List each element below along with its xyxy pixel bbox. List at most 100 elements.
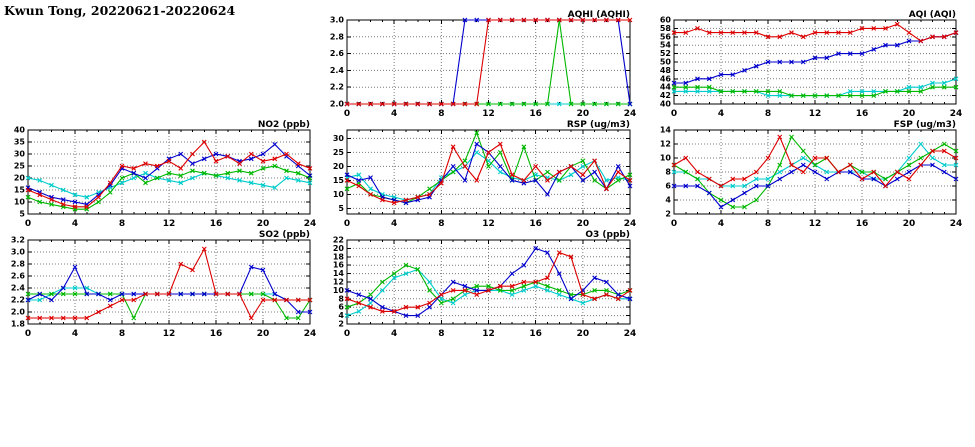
- x-tick-label: 24: [624, 329, 637, 339]
- y-tick-label: 2.0: [330, 100, 345, 109]
- series-line: [27, 143, 311, 205]
- series-markers: [25, 163, 313, 212]
- series-red: [344, 17, 633, 107]
- series-line: [346, 151, 631, 201]
- y-tick-label: 2.8: [330, 32, 345, 41]
- y-tick-label: 15: [333, 176, 345, 185]
- series-markers: [25, 246, 313, 321]
- y-tick-label: 3.0: [11, 248, 26, 257]
- x-tick-labels: 0 4 8 12 16 20 24: [671, 109, 962, 119]
- x-tick-label: 12: [482, 109, 495, 119]
- y-tick-label: 5: [338, 204, 344, 213]
- x-tick-label: 20: [903, 219, 916, 229]
- y-tick-labels: 5 10 15 20 25 30: [333, 134, 345, 213]
- y-tick-label: 6: [338, 303, 344, 312]
- chart-fsp: 2 4 6 8 10 12 14 0 4 8 12 16 20 24 FSP (ug/m3): [634, 116, 970, 238]
- y-tick-label: 8: [338, 294, 344, 303]
- series-red: [25, 246, 313, 321]
- y-tick-label: 4: [338, 311, 344, 320]
- grid-lines: [347, 20, 630, 104]
- x-tick-label: 20: [257, 219, 270, 229]
- series-markers: [671, 84, 959, 98]
- x-tick-label: 16: [856, 219, 869, 229]
- y-tick-label: 54: [660, 41, 672, 50]
- x-tick-label: 16: [856, 109, 869, 119]
- series-red: [25, 139, 313, 210]
- y-tick-label: 10: [333, 286, 345, 295]
- y-tick-labels: 2 4 6 8 10 12 14: [660, 126, 672, 219]
- x-tick-labels: 0 4 8 12 16 20 24: [671, 219, 962, 229]
- chart-aqhi: 2.0 2.2 2.4 2.6 2.8 3.0 0 4 8 12 16 20 24 AQHI (AQHI): [307, 6, 644, 128]
- x-tick-label: 8: [438, 109, 444, 119]
- x-tick-label: 24: [624, 109, 637, 119]
- grid-lines: [28, 240, 310, 324]
- x-tick-label: 12: [163, 219, 176, 229]
- x-tick-label: 24: [304, 219, 317, 229]
- y-tick-label: 40: [660, 100, 672, 109]
- x-tick-label: 12: [809, 109, 822, 119]
- y-tick-label: 2.2: [330, 83, 344, 92]
- x-tick-label: 16: [529, 219, 542, 229]
- y-tick-label: 6: [665, 182, 671, 191]
- x-tick-label: 24: [304, 329, 317, 339]
- y-tick-label: 16: [333, 261, 345, 270]
- y-tick-label: 50: [660, 58, 672, 67]
- axis-ticks: [673, 129, 957, 215]
- page-title: Kwun Tong, 20220621-20220624: [4, 3, 236, 18]
- y-tick-label: 2: [338, 320, 344, 329]
- y-tick-label: 60: [660, 16, 672, 25]
- x-tick-label: 8: [765, 219, 771, 229]
- y-tick-label: 2.6: [11, 272, 26, 281]
- y-tick-label: 58: [660, 24, 672, 33]
- y-tick-label: 30: [14, 150, 26, 159]
- y-tick-label: 15: [14, 186, 26, 195]
- series-red: [344, 141, 633, 206]
- x-tick-label: 4: [391, 109, 397, 119]
- chart-title: AQI (AQI): [909, 10, 956, 20]
- x-tick-label: 0: [344, 109, 350, 119]
- series-red: [671, 134, 959, 189]
- x-tick-label: 16: [529, 109, 542, 119]
- axis-ticks: [346, 130, 631, 214]
- x-tick-labels: 0 4 8 12 16 20 24: [25, 219, 316, 229]
- chart-aqi: 40 42 44 46 48 50 52 54 56 58 60 0 4 8 12 16 20 24 AQI (AQ…: [634, 6, 970, 128]
- x-tick-label: 16: [210, 219, 223, 229]
- x-tick-label: 20: [257, 329, 270, 339]
- y-tick-labels: 1.8 2.0 2.2 2.4 2.6 2.8 3.0 3.2: [11, 236, 26, 329]
- series-markers: [344, 141, 633, 206]
- series-line: [28, 247, 310, 320]
- series-markers: [671, 134, 959, 189]
- y-tick-label: 2.6: [330, 49, 345, 58]
- x-tick-label: 24: [950, 109, 963, 119]
- x-tick-label: 4: [718, 219, 724, 229]
- y-tick-label: 3.2: [11, 236, 25, 245]
- y-tick-label: 1.8: [11, 320, 26, 329]
- y-tick-label: 2: [665, 210, 671, 219]
- series-markers: [344, 250, 633, 314]
- series-markers: [25, 139, 313, 210]
- y-tick-label: 40: [14, 126, 26, 135]
- x-tick-label: 12: [482, 219, 495, 229]
- x-tick-label: 0: [671, 219, 677, 229]
- axis-ticks: [346, 239, 631, 325]
- series-blue: [25, 142, 313, 207]
- y-tick-label: 10: [333, 190, 345, 199]
- chart-title: AQHI (AQHI): [568, 10, 630, 20]
- y-tick-label: 52: [660, 49, 671, 58]
- y-tick-label: 14: [660, 126, 672, 135]
- axis-ticks: [673, 19, 957, 105]
- y-tick-label: 2.8: [11, 260, 26, 269]
- x-tick-label: 4: [718, 109, 724, 119]
- y-tick-label: 18: [333, 252, 345, 261]
- y-tick-label: 3.0: [330, 16, 345, 25]
- x-tick-label: 4: [72, 329, 78, 339]
- y-tick-labels: 5 10 15 20 25 30 35 40: [14, 126, 26, 219]
- x-tick-label: 4: [72, 219, 78, 229]
- x-tick-label: 4: [391, 219, 397, 229]
- y-tick-label: 25: [333, 148, 345, 157]
- x-tick-label: 8: [765, 109, 771, 119]
- y-tick-label: 56: [660, 32, 672, 41]
